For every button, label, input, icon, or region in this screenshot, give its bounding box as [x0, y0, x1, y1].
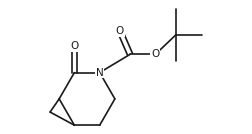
Text: N: N — [96, 68, 104, 78]
Text: O: O — [151, 49, 160, 59]
Text: O: O — [116, 26, 124, 36]
Text: O: O — [70, 41, 78, 51]
